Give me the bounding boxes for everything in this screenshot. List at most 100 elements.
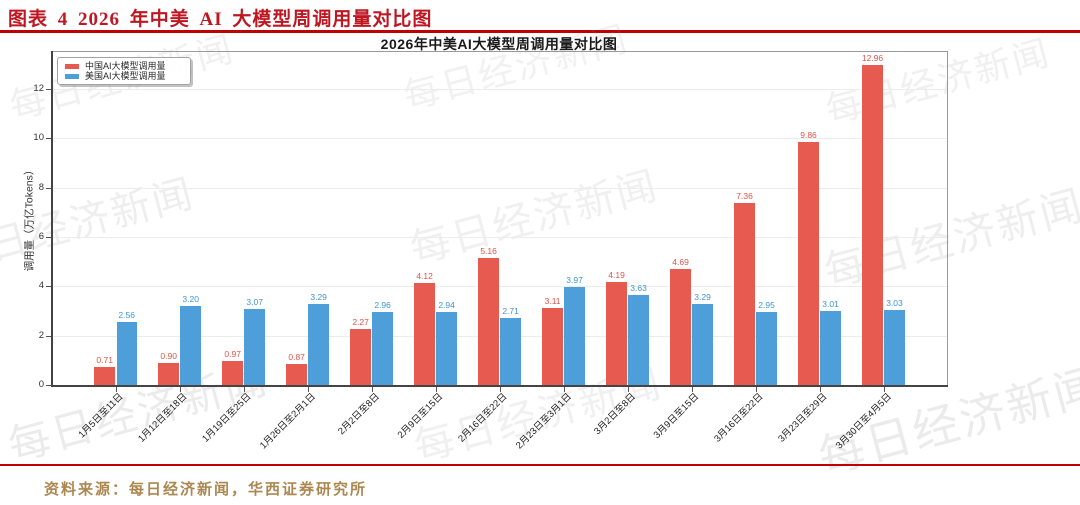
watermark-text: 每日经济新闻 bbox=[813, 358, 1080, 484]
bar-china bbox=[798, 141, 819, 385]
bar-value-label: 3.29 bbox=[694, 291, 711, 302]
bar-china bbox=[734, 203, 755, 385]
bar-value-label: 3.29 bbox=[310, 291, 327, 302]
bar-usa bbox=[692, 303, 713, 385]
bar-usa bbox=[308, 303, 329, 385]
legend-swatch-china bbox=[65, 63, 79, 69]
legend-item-china: 中国AI大模型调用量 bbox=[65, 61, 190, 71]
bar-value-label: 0.71 bbox=[96, 355, 113, 366]
bar-value-label: 2.94 bbox=[438, 300, 455, 311]
x-tick-label: 1月5日至11日 bbox=[76, 391, 126, 441]
bar-value-label: 7.36 bbox=[736, 191, 753, 202]
top-spine bbox=[51, 51, 947, 52]
y-tick bbox=[46, 385, 51, 386]
right-spine bbox=[947, 51, 948, 385]
legend-label-china: 中国AI大模型调用量 bbox=[85, 61, 166, 71]
bar-china bbox=[350, 329, 371, 385]
bar-value-label: 3.03 bbox=[886, 298, 903, 309]
legend-swatch-usa bbox=[65, 73, 79, 79]
x-tick bbox=[179, 387, 181, 392]
bar-china bbox=[286, 363, 307, 385]
bar-china bbox=[94, 367, 115, 385]
x-tick bbox=[883, 387, 885, 392]
bar-value-label: 3.11 bbox=[544, 296, 561, 307]
x-tick-label: 1月26日至2月1日 bbox=[257, 391, 318, 452]
figure-caption: 图表 4 2026 年中美 AI 大模型周调用量对比图 bbox=[8, 9, 433, 30]
bar-usa bbox=[244, 309, 265, 385]
y-tick bbox=[46, 286, 51, 288]
bar-value-label: 2.96 bbox=[374, 299, 391, 310]
chart-title: 2026年中美AI大模型周调用量对比图 bbox=[380, 36, 618, 52]
bar-china bbox=[670, 269, 691, 385]
x-tick-label: 3月23日至29日 bbox=[776, 391, 830, 445]
gridline bbox=[51, 236, 947, 238]
bar-usa bbox=[884, 310, 905, 385]
bar-usa bbox=[372, 311, 393, 385]
bar-value-label: 9.86 bbox=[800, 129, 817, 140]
legend: 中国AI大模型调用量 美国AI大模型调用量 bbox=[57, 57, 191, 85]
bar-chart: 每日经济新闻 每日经济新闻 每日经济新闻 每日经济新闻 每日经济新闻 每日经济新闻 每日经济… bbox=[0, 18, 1080, 484]
bar-value-label: 3.07 bbox=[246, 297, 263, 308]
watermark-text: 每日经济新闻 bbox=[405, 163, 664, 273]
bar-value-label: 4.12 bbox=[416, 271, 433, 282]
gridline bbox=[51, 187, 947, 189]
y-tick bbox=[46, 236, 51, 238]
y-tick-label: 10 bbox=[33, 132, 44, 144]
y-tick bbox=[46, 138, 51, 140]
x-tick-label: 1月19日至25日 bbox=[200, 391, 254, 445]
bar-value-label: 0.97 bbox=[224, 349, 241, 360]
bar-china bbox=[862, 65, 883, 385]
x-tick-label: 3月30日至4月5日 bbox=[833, 391, 894, 452]
y-tick-label: 12 bbox=[33, 82, 44, 94]
bottom-rule bbox=[0, 464, 1080, 466]
x-axis-line bbox=[51, 385, 948, 387]
y-tick-label: 4 bbox=[38, 280, 44, 292]
gridline bbox=[51, 138, 947, 140]
bar-usa bbox=[756, 312, 777, 385]
y-tick bbox=[46, 335, 51, 337]
x-tick-label: 1月12日至18日 bbox=[136, 391, 190, 445]
bar-value-label: 0.90 bbox=[160, 350, 177, 361]
bar-china bbox=[414, 283, 435, 385]
bar-usa bbox=[628, 295, 649, 385]
watermark-text: 每日经济新闻 bbox=[399, 17, 634, 118]
x-tick bbox=[499, 387, 501, 392]
y-tick-label: 8 bbox=[38, 181, 44, 193]
x-tick-label: 2月2日至8日 bbox=[335, 391, 382, 438]
x-tick-label: 2月16日至22日 bbox=[456, 391, 510, 445]
bar-usa bbox=[116, 321, 137, 385]
legend-item-usa: 美国AI大模型调用量 bbox=[65, 71, 190, 81]
watermark-text: 每日经济新闻 bbox=[819, 181, 1080, 296]
bar-china bbox=[478, 257, 499, 385]
bar-usa bbox=[500, 318, 521, 385]
source-note: 资料来源：每日经济新闻，华西证券研究所 bbox=[44, 482, 368, 498]
bar-china bbox=[542, 308, 563, 385]
x-tick bbox=[115, 387, 117, 392]
y-tick-label: 0 bbox=[38, 379, 44, 390]
bar-china bbox=[158, 362, 179, 385]
bar-value-label: 2.27 bbox=[352, 317, 369, 327]
bar-usa bbox=[820, 310, 841, 385]
x-tick-label: 3月2日至8日 bbox=[591, 391, 638, 438]
x-tick bbox=[627, 387, 629, 392]
x-tick-label: 2月23日至3月1日 bbox=[513, 391, 574, 452]
bar-usa bbox=[180, 306, 201, 385]
x-tick bbox=[435, 387, 437, 392]
x-tick bbox=[563, 387, 565, 392]
y-tick-label: 6 bbox=[38, 230, 44, 242]
bar-usa bbox=[436, 312, 457, 385]
x-tick bbox=[819, 387, 821, 392]
gridline bbox=[51, 88, 947, 90]
gridline bbox=[51, 335, 947, 337]
x-tick bbox=[307, 387, 309, 392]
x-tick bbox=[755, 387, 757, 392]
x-tick-label: 3月9日至15日 bbox=[652, 391, 702, 441]
bar-value-label: 12.96 bbox=[861, 53, 884, 64]
x-tick-label: 3月16日至22日 bbox=[712, 391, 766, 445]
x-tick bbox=[371, 387, 373, 392]
x-tick bbox=[691, 387, 693, 392]
bar-value-label: 4.19 bbox=[608, 269, 625, 280]
bar-value-label: 0.87 bbox=[288, 351, 305, 362]
legend-label-usa: 美国AI大模型调用量 bbox=[85, 71, 166, 81]
